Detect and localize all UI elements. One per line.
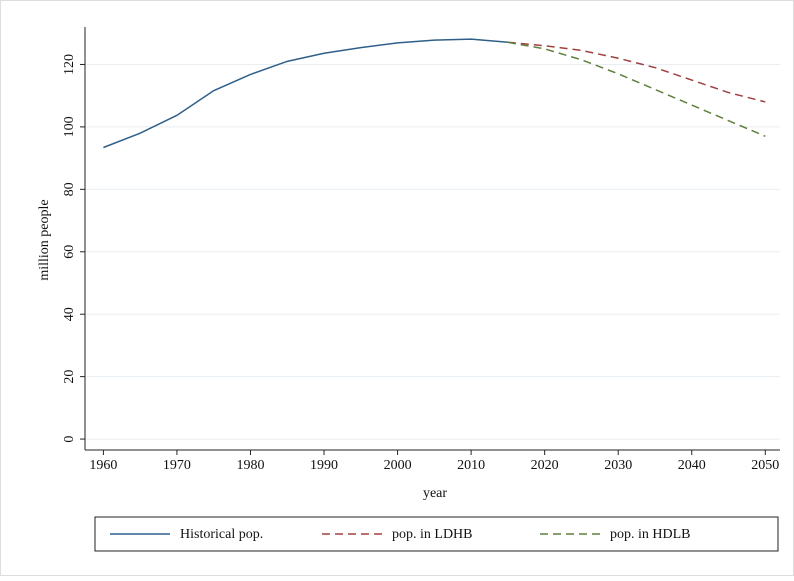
legend-box	[94, 516, 779, 552]
y-tick-label: 20	[62, 370, 77, 384]
y-tick-label: 120	[62, 54, 77, 75]
x-tick-label: 1960	[89, 458, 117, 473]
legend-label: pop. in LDHB	[392, 527, 473, 542]
x-tick-label: 2000	[384, 458, 412, 473]
x-tick-label: 2010	[457, 458, 485, 473]
y-tick-label: 0	[62, 436, 77, 443]
y-tick-label: 100	[62, 116, 77, 137]
series-line	[507, 41, 766, 103]
y-tick-label: 40	[62, 307, 77, 321]
x-tick-label: 1990	[310, 458, 338, 473]
y-axis-label: million people	[37, 199, 52, 280]
x-tick-label: 1980	[236, 458, 264, 473]
legend-label: pop. in HDLB	[610, 527, 691, 542]
x-axis-label: year	[423, 486, 447, 501]
series-line	[507, 41, 766, 137]
legend-label: Historical pop.	[180, 527, 263, 542]
x-tick-label: 2020	[531, 458, 559, 473]
x-tick-label: 2040	[678, 458, 706, 473]
x-tick-label: 2030	[604, 458, 632, 473]
x-tick-label: 1970	[163, 458, 191, 473]
y-tick-label: 80	[62, 182, 77, 196]
series-line	[103, 38, 508, 149]
y-tick-label: 60	[62, 245, 77, 259]
x-tick-label: 2050	[751, 458, 779, 473]
